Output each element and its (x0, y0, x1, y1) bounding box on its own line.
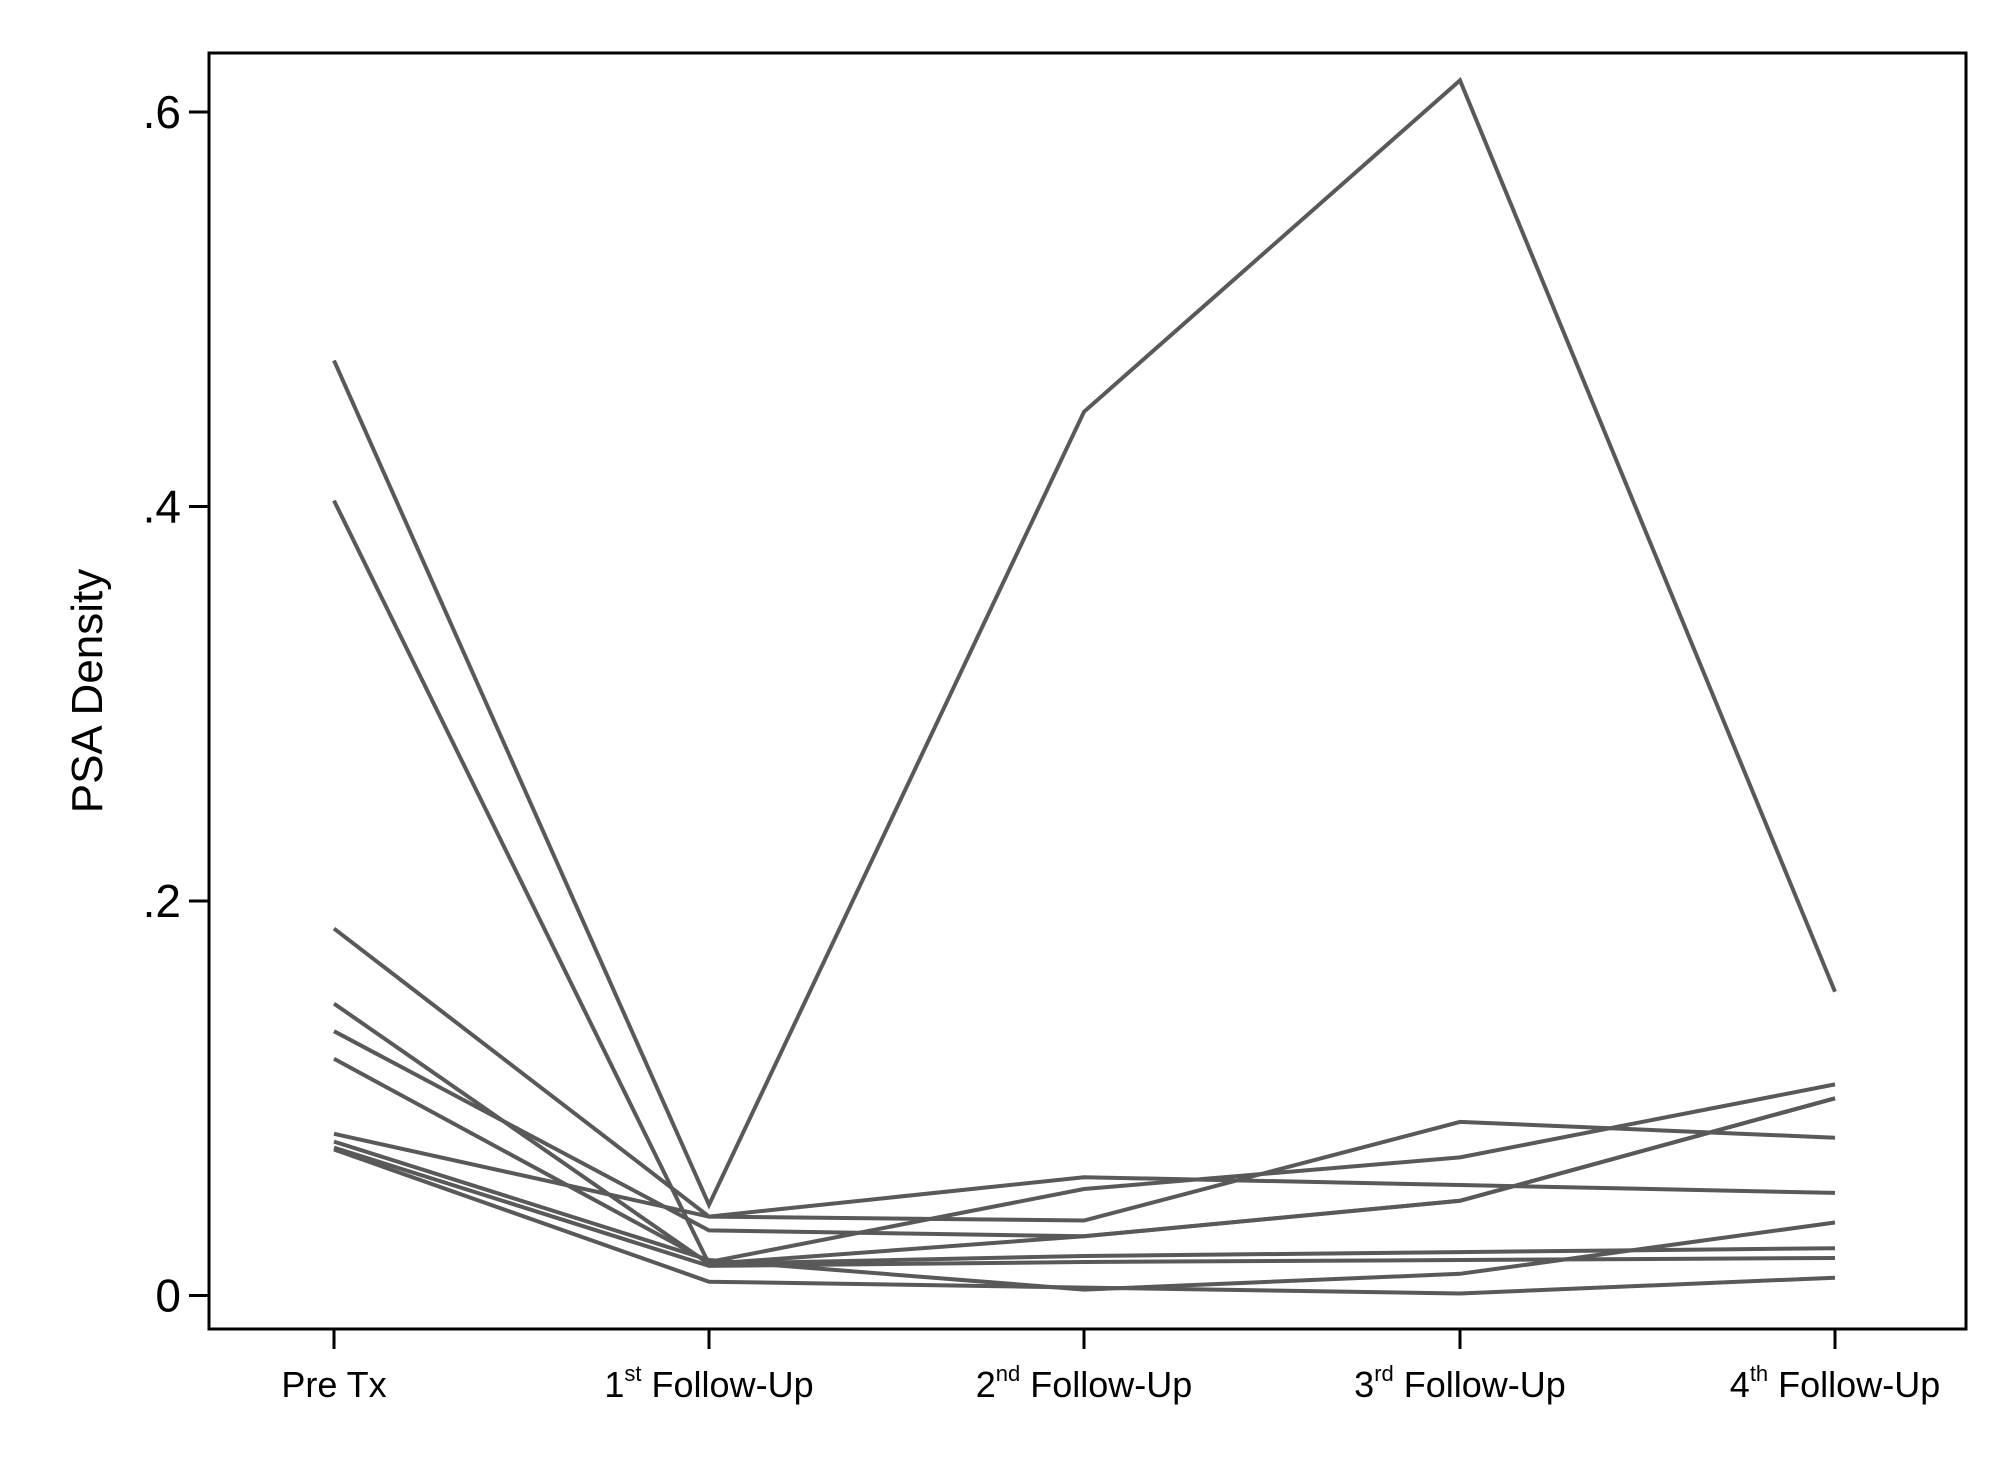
series-layer (332, 77, 1837, 1296)
y-tick-label-0: 0 (155, 1270, 181, 1322)
x-tick-label-1: 1st Follow-Up (604, 1361, 813, 1405)
series-line-3 (332, 927, 1836, 1223)
series-line-2 (332, 499, 1836, 1266)
series-line-8 (333, 1139, 1836, 1292)
y-axis: 0 .2 .4 .6 (143, 86, 209, 1322)
y-tick-label-3: .6 (143, 86, 181, 138)
series-line-5 (333, 1029, 1836, 1239)
y-tick-label-2: .4 (143, 481, 181, 533)
series-line-7 (333, 1131, 1836, 1219)
x-axis: Pre Tx 1st Follow-Up 2nd Follow-Up 3rd Foll… (281, 1329, 1940, 1405)
x-tick-label-2: 2nd Follow-Up (976, 1361, 1193, 1405)
series-line-9 (333, 1147, 1836, 1296)
x-tick-label-0: Pre Tx (281, 1364, 386, 1405)
series-line-4 (332, 1001, 1836, 1266)
series-line-10 (333, 1145, 1836, 1268)
series-line-1 (332, 77, 1837, 1210)
plot-frame (207, 51, 1968, 1331)
y-axis-title: PSA Density (63, 569, 112, 814)
series-line-6 (333, 1057, 1836, 1265)
x-tick-label-3: 3rd Follow-Up (1354, 1361, 1566, 1405)
y-tick-label-1: .2 (143, 875, 181, 927)
x-tick-label-4: 4th Follow-Up (1730, 1361, 1940, 1405)
